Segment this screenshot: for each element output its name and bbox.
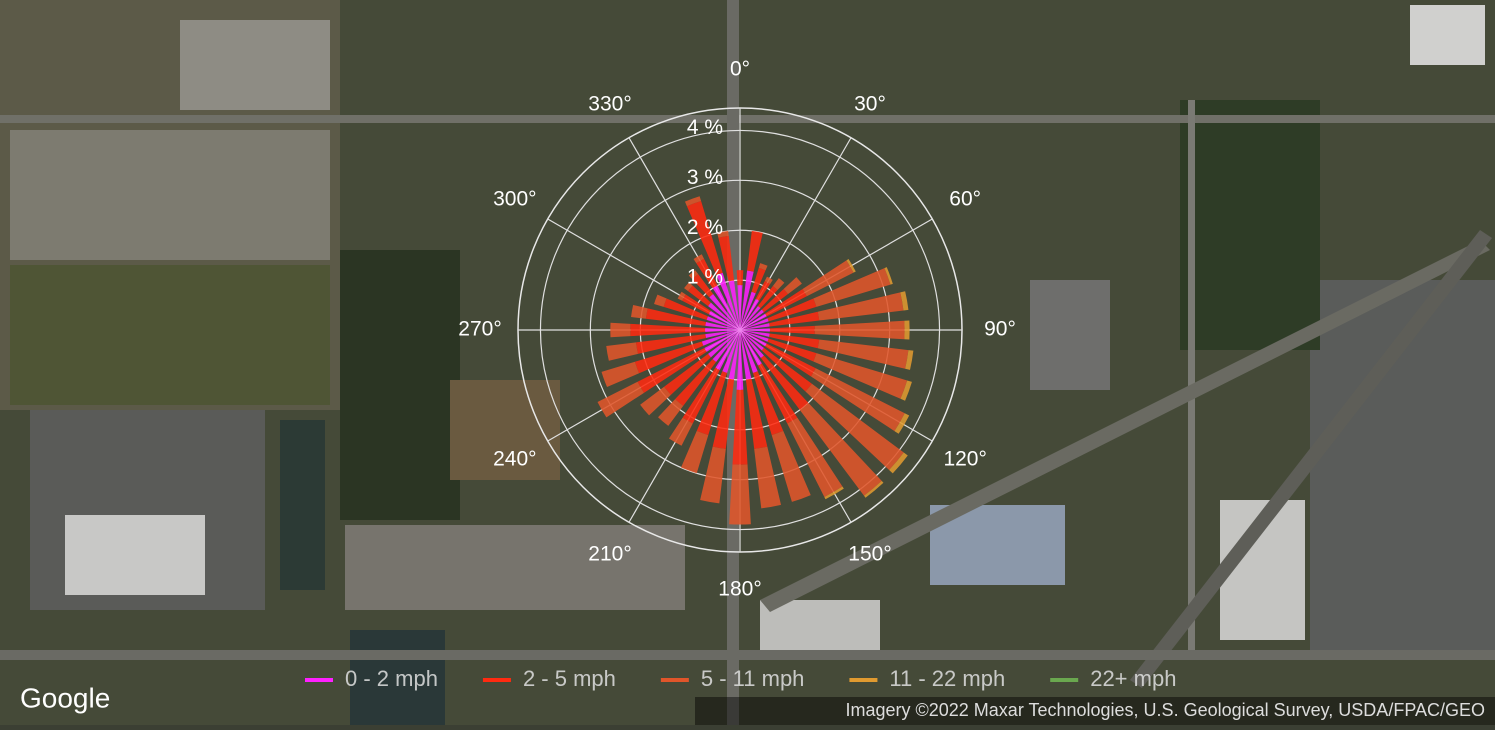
angular-tick-label: 240° [493, 448, 536, 471]
angular-tick-label: 120° [943, 448, 986, 471]
map-logo: Google [20, 682, 110, 713]
wind-bar [610, 323, 630, 337]
legend-label: 2 - 5 mph [523, 666, 616, 691]
map-attribution: Imagery ©2022 Maxar Technologies, U.S. G… [845, 700, 1485, 720]
angular-tick-label: 150° [848, 543, 891, 566]
legend-label: 22+ mph [1090, 666, 1176, 691]
wind-bar [904, 321, 909, 340]
legend-label: 11 - 22 mph [889, 666, 1005, 691]
angular-tick-label: 330° [588, 92, 631, 115]
radial-tick-label: 1 % [687, 266, 723, 289]
angular-tick-label: 180° [718, 578, 761, 601]
angular-tick-label: 300° [493, 188, 536, 211]
angular-tick-label: 270° [458, 318, 501, 341]
radial-tick-label: 2 % [687, 216, 723, 239]
radial-tick-label: 4 % [687, 116, 723, 139]
wind-bar [729, 464, 751, 524]
angular-tick-label: 0° [730, 58, 750, 81]
angular-tick-label: 210° [588, 543, 631, 566]
angular-tick-label: 90° [984, 318, 1016, 341]
angular-tick-label: 60° [949, 188, 981, 211]
radial-tick-label: 3 % [687, 166, 723, 189]
legend-label: 5 - 11 mph [701, 666, 805, 691]
wind-bar [737, 270, 744, 285]
angular-tick-label: 30° [854, 92, 886, 115]
legend-label: 0 - 2 mph [345, 666, 438, 691]
